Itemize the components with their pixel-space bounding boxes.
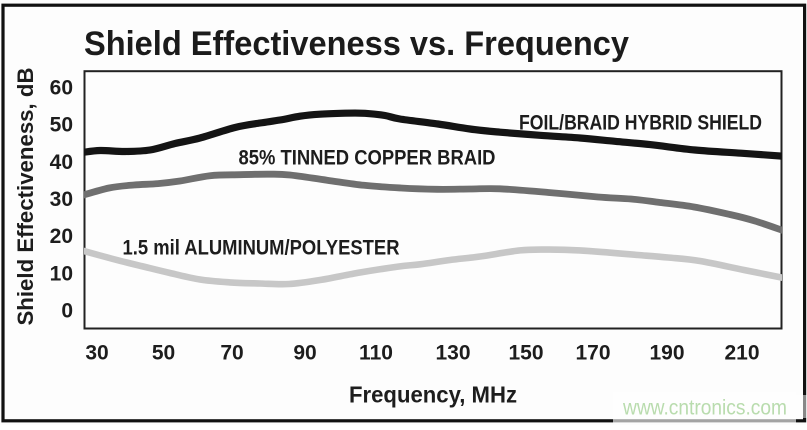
svg-text:10: 10 [50, 262, 73, 285]
svg-text:110: 110 [359, 341, 393, 364]
svg-text:Shield Effectiveness vs. Frequ: Shield Effectiveness vs. Frequency [84, 25, 629, 63]
svg-text:www.cntronics.com: www.cntronics.com [622, 397, 787, 420]
svg-text:190: 190 [649, 341, 684, 364]
svg-text:50: 50 [152, 341, 175, 364]
svg-text:30: 30 [85, 341, 108, 364]
svg-text:85% TINNED COPPER BRAID: 85% TINNED COPPER BRAID [239, 146, 496, 169]
svg-text:210: 210 [724, 341, 759, 364]
svg-text:150: 150 [508, 341, 543, 364]
svg-text:50: 50 [50, 114, 73, 137]
svg-text:40: 40 [50, 151, 73, 174]
svg-text:70: 70 [220, 341, 243, 364]
svg-text:130: 130 [435, 341, 470, 364]
svg-text:20: 20 [50, 225, 73, 248]
svg-text:Shield Effectiveness, dB: Shield Effectiveness, dB [13, 68, 38, 326]
svg-text:90: 90 [293, 341, 316, 364]
svg-text:FOIL/BRAID HYBRID SHIELD: FOIL/BRAID HYBRID SHIELD [519, 112, 762, 135]
svg-text:170: 170 [575, 341, 610, 364]
svg-text:30: 30 [50, 188, 73, 211]
svg-text:0: 0 [61, 300, 73, 323]
svg-text:1.5 mil ALUMINUM/POLYESTER: 1.5 mil ALUMINUM/POLYESTER [123, 236, 400, 259]
svg-text:Frequency, MHz: Frequency, MHz [349, 382, 517, 408]
svg-text:60: 60 [50, 76, 73, 99]
